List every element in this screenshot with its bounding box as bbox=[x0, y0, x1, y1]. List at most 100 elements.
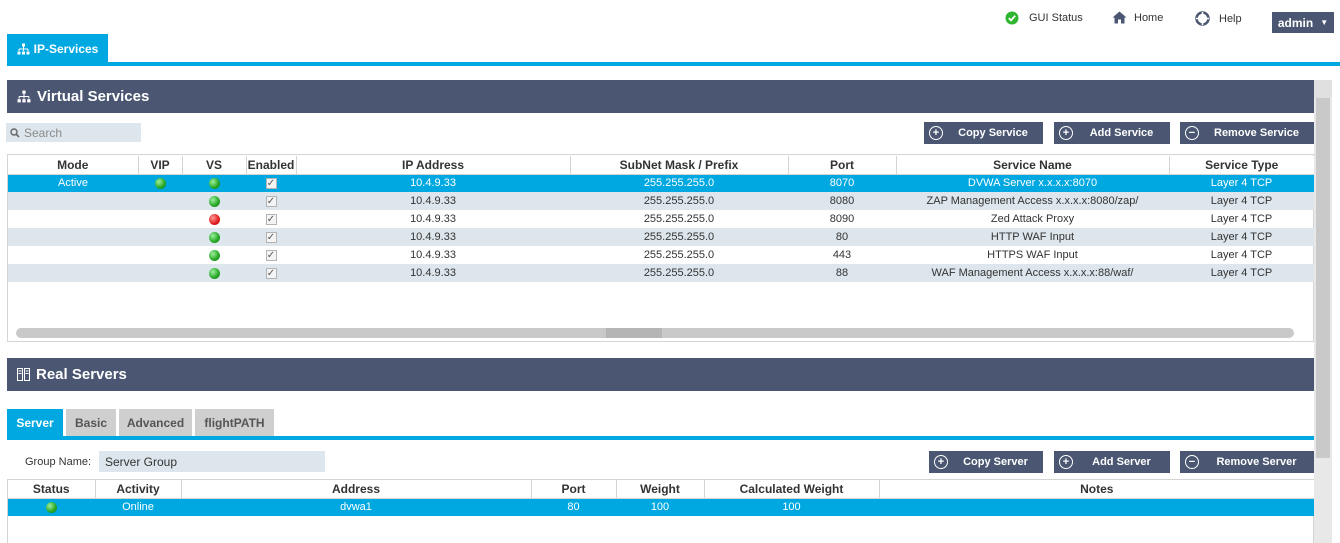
table-row[interactable]: ✓ 10.4.9.33 255.255.255.0 8080 ZAP Managemen… bbox=[8, 192, 1314, 210]
horizontal-scrollbar-grip[interactable] bbox=[606, 328, 662, 338]
table-row[interactable]: ✓ 10.4.9.33 255.255.255.0 443 HTTPS WAF Inpu… bbox=[8, 246, 1314, 264]
home-icon bbox=[1112, 11, 1127, 24]
tab-flightpath-label: flightPATH bbox=[204, 416, 265, 430]
help-link[interactable]: Help bbox=[1195, 11, 1242, 26]
remove-server-button[interactable]: − Remove Server bbox=[1180, 451, 1314, 473]
gui-status-label: GUI Status bbox=[1029, 12, 1083, 24]
ip-cell: 10.4.9.33 bbox=[410, 213, 456, 225]
tab-advanced-label: Advanced bbox=[126, 416, 185, 430]
search-input[interactable]: Search bbox=[6, 123, 141, 142]
user-menu-button[interactable]: admin ▼ bbox=[1272, 12, 1334, 33]
column-header[interactable]: Mode bbox=[8, 156, 139, 175]
add-server-button[interactable]: + Add Server bbox=[1054, 451, 1170, 473]
column-header[interactable]: Weight bbox=[616, 480, 705, 499]
green-status-icon bbox=[208, 249, 220, 261]
green-status-icon bbox=[208, 177, 220, 189]
column-header[interactable]: Port bbox=[788, 156, 897, 175]
column-header[interactable]: Notes bbox=[879, 480, 1314, 499]
add-service-label: Add Service bbox=[1089, 127, 1154, 139]
mask-cell: 255.255.255.0 bbox=[570, 174, 788, 192]
table-header-row: Mode VIP VS Enabled IP Address SubNet Ma… bbox=[8, 156, 1314, 175]
column-header[interactable]: IP Address bbox=[296, 156, 571, 175]
enabled-checkbox[interactable]: ✓ bbox=[265, 267, 277, 279]
copy-service-button[interactable]: + Copy Service bbox=[924, 122, 1043, 144]
type-cell: Layer 4 TCP bbox=[1169, 192, 1314, 210]
ip-cell: 10.4.9.33 bbox=[296, 192, 570, 210]
ip-cell: 10.4.9.33 bbox=[296, 228, 570, 246]
column-header[interactable]: Activity bbox=[95, 480, 182, 499]
enabled-checkbox[interactable]: ✓ bbox=[265, 249, 277, 261]
enabled-checkbox[interactable]: ✓ bbox=[265, 195, 277, 207]
column-header[interactable]: Enabled bbox=[246, 156, 297, 175]
enabled-checkbox[interactable]: ✓ bbox=[265, 177, 277, 189]
remove-service-button[interactable]: − Remove Service bbox=[1180, 122, 1314, 144]
table-row[interactable]: ✓ 10.4.9.33 255.255.255.0 8090 Zed Attack Pr… bbox=[8, 210, 1314, 228]
column-header[interactable]: Address bbox=[181, 480, 532, 499]
column-header[interactable]: Status bbox=[8, 480, 96, 499]
table-row[interactable]: Active ✓ 10.4.9.33 255.255.255.0 8070 DVWA Se… bbox=[8, 174, 1314, 192]
enabled-checkbox[interactable]: ✓ bbox=[265, 231, 277, 243]
ip-cell: 10.4.9.33 bbox=[410, 249, 456, 261]
enabled-cell: ✓ bbox=[246, 174, 296, 192]
tab-basic[interactable]: Basic bbox=[66, 409, 116, 437]
port-cell: 8090 bbox=[829, 213, 855, 225]
add-server-label: Add Server bbox=[1092, 456, 1151, 468]
user-name: admin bbox=[1277, 15, 1314, 30]
virtual-services-grid bbox=[7, 154, 1314, 342]
minus-circle-icon: − bbox=[1185, 126, 1199, 140]
home-label: Home bbox=[1134, 11, 1164, 24]
enabled-checkbox[interactable]: ✓ bbox=[265, 213, 277, 225]
green-status-icon bbox=[208, 195, 220, 207]
tab-server-label: Server bbox=[16, 416, 54, 430]
vip-status-cell bbox=[138, 210, 182, 228]
column-header[interactable]: VS bbox=[182, 156, 247, 175]
tab-advanced[interactable]: Advanced bbox=[119, 409, 192, 437]
help-label: Help bbox=[1219, 12, 1242, 25]
server-rack-icon bbox=[17, 368, 30, 381]
calculated-weight-cell: 100 bbox=[704, 498, 879, 516]
column-header[interactable]: SubNet Mask / Prefix bbox=[570, 156, 789, 175]
enabled-cell: ✓ bbox=[246, 246, 296, 264]
table-row[interactable]: ✓ 10.4.9.33 255.255.255.0 80 HTTP WAF Input L… bbox=[8, 228, 1314, 246]
table-row[interactable]: Online dvwa1 80 100 100 bbox=[8, 498, 1314, 516]
mask-cell: 255.255.255.0 bbox=[643, 213, 715, 225]
ip-cell: 10.4.9.33 bbox=[296, 264, 570, 282]
remove-service-label: Remove Service bbox=[1214, 127, 1299, 139]
real-servers-table: Status Activity Address Port Weight Calc… bbox=[8, 480, 1314, 516]
column-header[interactable]: Service Type bbox=[1169, 156, 1314, 175]
green-status-icon bbox=[208, 267, 220, 279]
vs-status-cell bbox=[182, 174, 246, 192]
column-header[interactable]: Port bbox=[531, 480, 617, 499]
green-status-icon bbox=[208, 231, 220, 243]
home-link[interactable]: Home bbox=[1112, 11, 1163, 24]
scroll-up-button[interactable] bbox=[1314, 80, 1332, 98]
type-cell: Layer 4 TCP bbox=[1210, 213, 1273, 225]
tab-ip-services[interactable]: IP-Services bbox=[7, 34, 108, 63]
mode-cell bbox=[8, 246, 138, 264]
plus-circle-icon: + bbox=[1059, 455, 1073, 469]
type-cell: Layer 4 TCP bbox=[1210, 249, 1273, 261]
vs-status-cell bbox=[182, 192, 246, 210]
group-name-field[interactable]: Server Group bbox=[99, 451, 325, 472]
name-cell: HTTP WAF Input bbox=[896, 228, 1169, 246]
column-header[interactable]: Calculated Weight bbox=[704, 480, 880, 499]
vip-status-cell bbox=[138, 246, 182, 264]
enabled-cell: ✓ bbox=[246, 210, 296, 228]
enabled-cell: ✓ bbox=[246, 192, 296, 210]
name-cell: WAF Management Access x.x.x.x:88/waf/ bbox=[896, 264, 1169, 282]
add-service-button[interactable]: + Add Service bbox=[1054, 122, 1170, 144]
vs-status-cell bbox=[182, 246, 246, 264]
mode-cell: Active bbox=[8, 174, 138, 192]
plus-circle-icon: + bbox=[929, 126, 943, 140]
column-header[interactable]: Service Name bbox=[896, 156, 1170, 175]
copy-server-button[interactable]: + Copy Server bbox=[929, 451, 1043, 473]
vip-status-cell bbox=[138, 228, 182, 246]
name-cell: Zed Attack Proxy bbox=[990, 213, 1075, 225]
tab-server[interactable]: Server bbox=[7, 409, 63, 437]
column-header[interactable]: VIP bbox=[138, 156, 183, 175]
table-row[interactable]: ✓ 10.4.9.33 255.255.255.0 88 WAF Management … bbox=[8, 264, 1314, 282]
tab-flightpath[interactable]: flightPATH bbox=[195, 409, 274, 437]
gui-status-link[interactable]: GUI Status bbox=[1005, 11, 1083, 25]
enabled-cell: ✓ bbox=[246, 264, 296, 282]
page-scrollbar-thumb[interactable] bbox=[1316, 98, 1330, 458]
